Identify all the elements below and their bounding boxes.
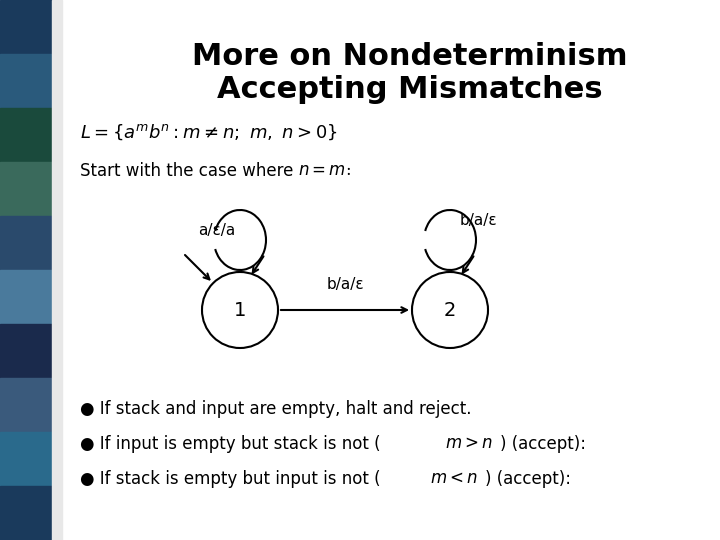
- Bar: [0, 162, 52, 216]
- Bar: [0, 432, 52, 486]
- Text: b/a/ε: b/a/ε: [326, 277, 364, 292]
- Bar: [0, 378, 52, 432]
- Circle shape: [202, 272, 278, 348]
- Text: b/a/ε: b/a/ε: [460, 213, 498, 227]
- Bar: [0, 486, 52, 540]
- Bar: [0, 216, 52, 270]
- Text: a/ε/a: a/ε/a: [198, 222, 235, 238]
- Bar: [0, 0, 52, 54]
- Text: Accepting Mismatches: Accepting Mismatches: [217, 75, 603, 104]
- Bar: [0, 270, 52, 324]
- Text: ) (accept):: ) (accept):: [485, 470, 571, 488]
- Text: 2: 2: [444, 300, 456, 320]
- Text: $m > n$: $m > n$: [445, 435, 493, 452]
- Text: $n = m$:: $n = m$:: [298, 162, 351, 179]
- Text: $L = \{a^mb^n : m \neq n;\ m,\ n > 0\}$: $L = \{a^mb^n : m \neq n;\ m,\ n > 0\}$: [80, 122, 338, 141]
- Bar: [0, 54, 52, 108]
- Bar: [0, 324, 52, 378]
- Text: ● If input is empty but stack is not (: ● If input is empty but stack is not (: [80, 435, 380, 453]
- Bar: [52, 0, 62, 540]
- Bar: [0, 108, 52, 162]
- Text: ● If stack and input are empty, halt and reject.: ● If stack and input are empty, halt and…: [80, 400, 472, 418]
- Text: Start with the case where: Start with the case where: [80, 162, 299, 180]
- Text: ● If stack is empty but input is not (: ● If stack is empty but input is not (: [80, 470, 380, 488]
- Text: 1: 1: [234, 300, 246, 320]
- Text: More on Nondeterminism: More on Nondeterminism: [192, 42, 628, 71]
- Text: ) (accept):: ) (accept):: [500, 435, 586, 453]
- Circle shape: [412, 272, 488, 348]
- Text: $m < n$: $m < n$: [430, 470, 478, 487]
